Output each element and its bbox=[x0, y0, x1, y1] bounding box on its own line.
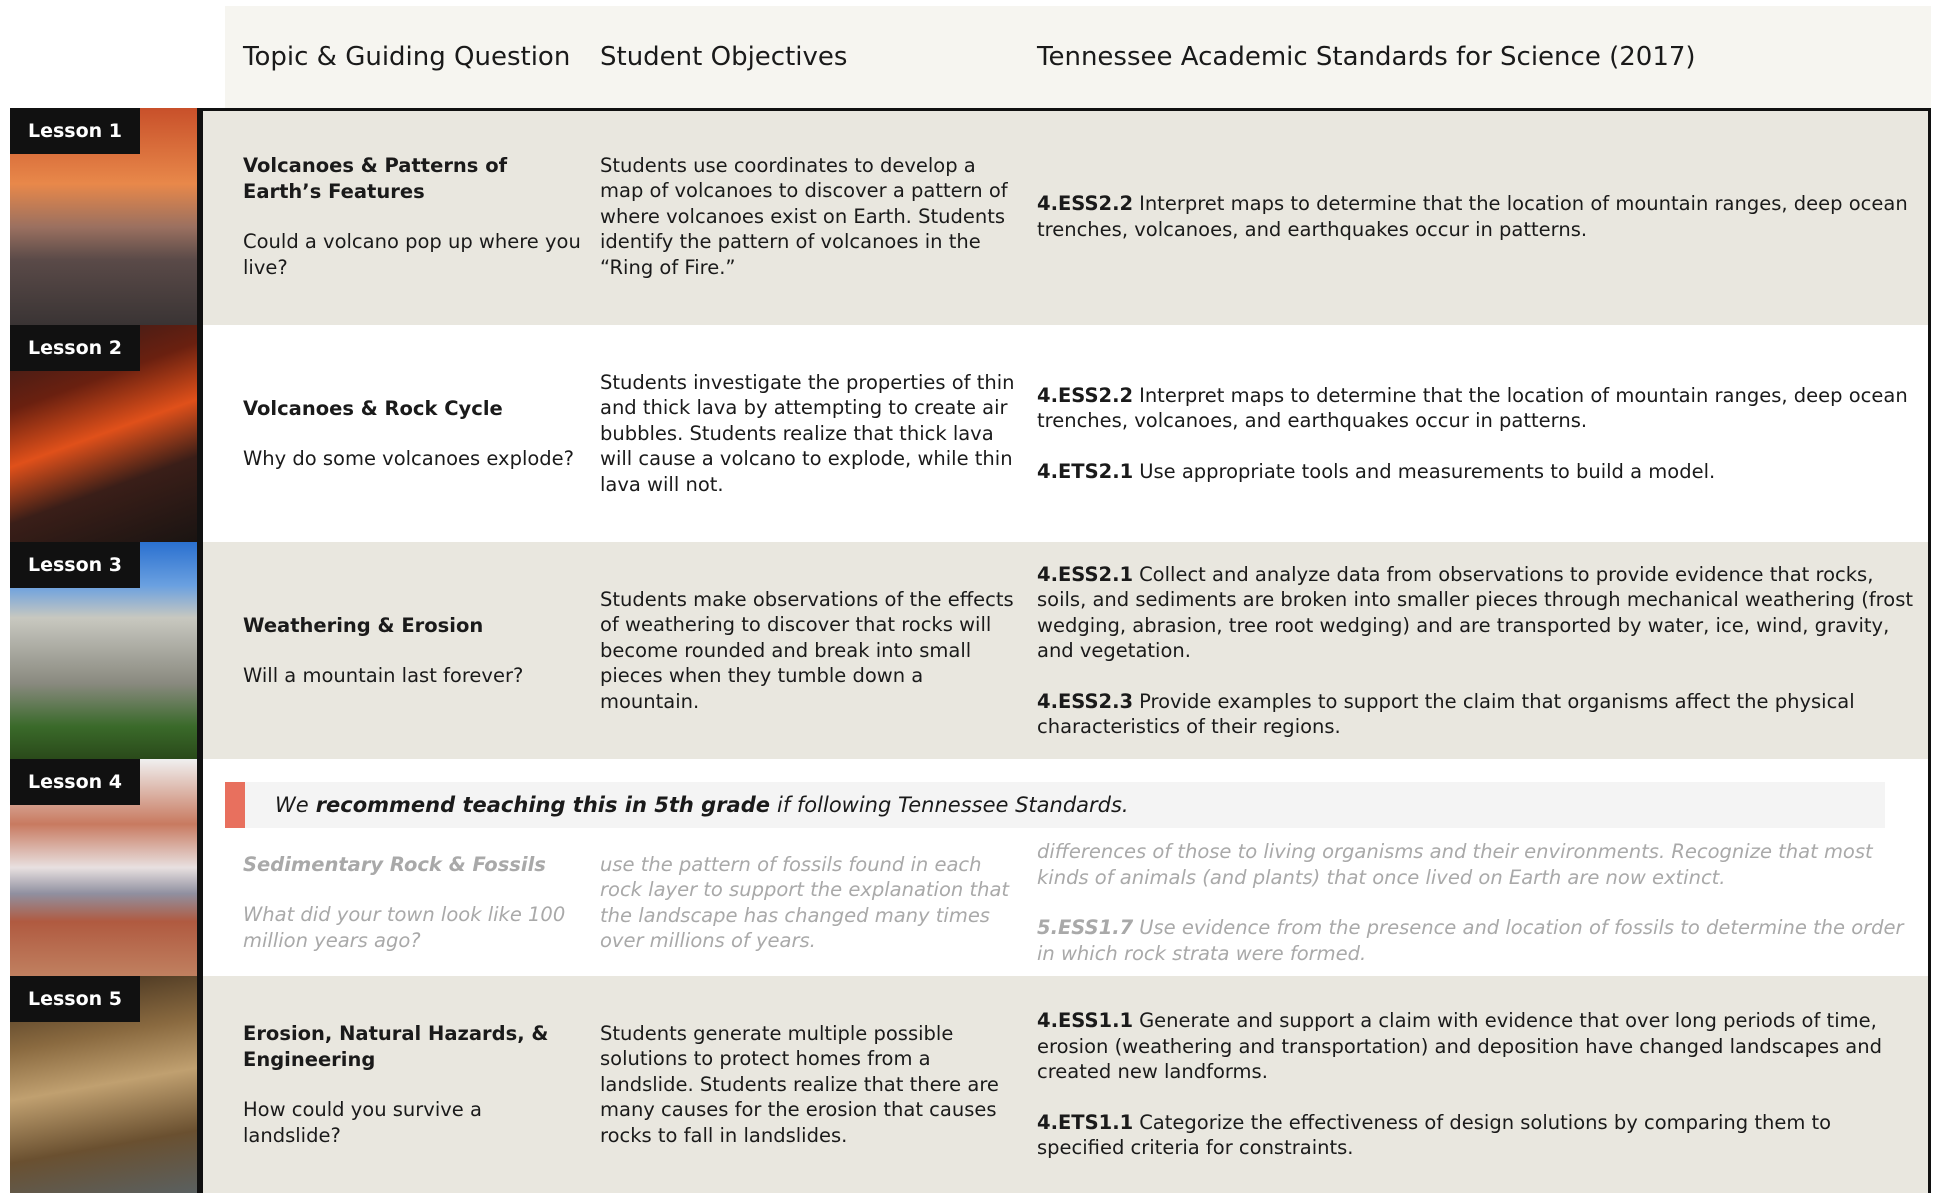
lesson-label: Lesson 5 bbox=[10, 976, 141, 1022]
standard: differences of those to living organisms… bbox=[1037, 839, 1917, 890]
lesson-image: Lesson 5 bbox=[10, 976, 200, 1193]
standards-cell: 4.ESS2.2 Interpret maps to determine that… bbox=[1037, 108, 1917, 325]
standard: 4.ETS2.1 Use appropriate tools and measur… bbox=[1037, 459, 1917, 485]
lesson-row: Lesson 3 Weathering & Erosion Will a mount… bbox=[10, 542, 1931, 759]
header: Topic & Guiding Question Student Objectiv… bbox=[225, 6, 1931, 108]
objective-cell: Students generate multiple possible solu… bbox=[600, 976, 1020, 1193]
standard-code: 4.ESS2.3 bbox=[1037, 689, 1134, 713]
standard-text: Interpret maps to determine that the loc… bbox=[1037, 383, 1908, 433]
standard: 4.ESS2.2 Interpret maps to determine that… bbox=[1037, 383, 1917, 434]
topic-cell: Sedimentary Rock & Fossils What did your … bbox=[243, 789, 583, 976]
objective-cell: Students investigate the properties of t… bbox=[600, 325, 1020, 542]
standard-code: 4.ESS2.1 bbox=[1037, 562, 1134, 586]
lesson-row: Lesson 4 Sedimentary Rock & Fossils What d… bbox=[10, 759, 1931, 976]
standard: 5.ESS1.7 Use evidence from the presence a… bbox=[1037, 915, 1917, 966]
topic: Volcanoes & Rock Cycle bbox=[243, 396, 503, 420]
column-header: Student Objectives bbox=[600, 42, 848, 72]
column-header: Topic & Guiding Question bbox=[243, 42, 571, 72]
lesson-row: Lesson 5 Erosion, Natural Hazards, & Engi… bbox=[10, 976, 1931, 1193]
standard-text: Use appropriate tools and measurements t… bbox=[1139, 459, 1716, 483]
lesson-row: Lesson 2 Volcanoes & Rock Cycle Why do som… bbox=[10, 325, 1931, 542]
standard-code: 4.ETS1.1 bbox=[1037, 1110, 1134, 1134]
standards-cell: differences of those to living organisms… bbox=[1037, 789, 1917, 976]
note-emphasis: recommend teaching this in 5th grade bbox=[315, 793, 771, 817]
topic-cell: Weathering & Erosion Will a mountain last… bbox=[243, 542, 583, 759]
standard-code: 4.ESS2.2 bbox=[1037, 383, 1134, 407]
standard-text: differences of those to living organisms… bbox=[1037, 840, 1873, 889]
guiding-question: Will a mountain last forever? bbox=[243, 664, 524, 687]
lesson-image: Lesson 1 bbox=[10, 108, 200, 325]
topic: Volcanoes & Patterns of Earth’s Features bbox=[243, 154, 508, 203]
standard-code: 5.ESS1.7 bbox=[1037, 916, 1134, 939]
lesson-row: Lesson 1 Volcanoes & Patterns of Earth’s … bbox=[10, 108, 1931, 325]
lesson-label: Lesson 2 bbox=[10, 325, 141, 371]
standard: 4.ESS1.1 Generate and support a claim wit… bbox=[1037, 1008, 1917, 1085]
standard-code: 4.ESS2.2 bbox=[1037, 192, 1134, 215]
standard: 4.ETS1.1 Categorize the effectiveness of … bbox=[1037, 1110, 1917, 1161]
objective: Students use coordinates to develop a ma… bbox=[600, 153, 1008, 279]
standard: 4.ESS2.1 Collect and analyze data from ob… bbox=[1037, 562, 1917, 664]
standard-text: Provide examples to support the claim th… bbox=[1037, 689, 1855, 739]
topic-cell: Erosion, Natural Hazards, & Engineering H… bbox=[243, 976, 583, 1193]
guiding-question: How could you survive a landslide? bbox=[243, 1098, 482, 1147]
objective-cell: use the pattern of fossils found in each… bbox=[600, 789, 1020, 976]
topic: Weathering & Erosion bbox=[243, 613, 484, 637]
objective: Students investigate the properties of t… bbox=[600, 370, 1015, 496]
standard-text: Categorize the effectiveness of design s… bbox=[1037, 1110, 1832, 1160]
objective-cell: Students use coordinates to develop a ma… bbox=[600, 108, 1020, 325]
note-text: We bbox=[275, 793, 309, 817]
recommendation-note: We recommend teaching this in 5th grade if… bbox=[225, 782, 1885, 828]
lesson-label: Lesson 4 bbox=[10, 759, 141, 805]
lesson-table: Lesson 1 Volcanoes & Patterns of Earth’s … bbox=[10, 108, 1931, 1193]
lesson-image: Lesson 2 bbox=[10, 325, 200, 542]
topic-cell: Volcanoes & Rock Cycle Why do some volcan… bbox=[243, 325, 583, 542]
standard-text: Interpret maps to determine that the loc… bbox=[1037, 192, 1908, 241]
note-text: if following Tennessee Standards. bbox=[777, 793, 1129, 817]
column-header: Tennessee Academic Standards for Science… bbox=[1037, 42, 1696, 72]
standards-cell: 4.ESS2.2 Interpret maps to determine that… bbox=[1037, 325, 1917, 542]
standards-cell: 4.ESS2.1 Collect and analyze data from ob… bbox=[1037, 542, 1917, 759]
guiding-question: What did your town look like 100 million… bbox=[243, 903, 566, 952]
lesson-label: Lesson 3 bbox=[10, 542, 141, 588]
objective: Students make observations of the effect… bbox=[600, 587, 1014, 713]
standard-code: 4.ETS2.1 bbox=[1037, 459, 1134, 483]
standard-text: Use evidence from the presence and locat… bbox=[1037, 916, 1904, 965]
objective: use the pattern of fossils found in each… bbox=[600, 852, 1010, 953]
objective: Students generate multiple possible solu… bbox=[600, 1021, 999, 1147]
topic: Sedimentary Rock & Fossils bbox=[243, 852, 546, 876]
objective-cell: Students make observations of the effect… bbox=[600, 542, 1020, 759]
standard-text: Collect and analyze data from observatio… bbox=[1037, 562, 1913, 663]
note-bar bbox=[225, 782, 245, 828]
lesson-label: Lesson 1 bbox=[10, 108, 141, 154]
standards-cell: 4.ESS1.1 Generate and support a claim wit… bbox=[1037, 976, 1917, 1193]
guiding-question: Could a volcano pop up where you live? bbox=[243, 230, 581, 279]
standard-code: 4.ESS1.1 bbox=[1037, 1009, 1134, 1033]
topic: Erosion, Natural Hazards, & Engineering bbox=[243, 1022, 549, 1071]
lesson-image: Lesson 3 bbox=[10, 542, 200, 759]
guiding-question: Why do some volcanoes explode? bbox=[243, 447, 575, 470]
topic-cell: Volcanoes & Patterns of Earth’s Features… bbox=[243, 108, 583, 325]
standard: 4.ESS2.2 Interpret maps to determine that… bbox=[1037, 191, 1917, 242]
standard-text: Generate and support a claim with eviden… bbox=[1037, 1009, 1882, 1084]
lesson-image: Lesson 4 bbox=[10, 759, 200, 976]
standard: 4.ESS2.3 Provide examples to support the … bbox=[1037, 689, 1917, 740]
